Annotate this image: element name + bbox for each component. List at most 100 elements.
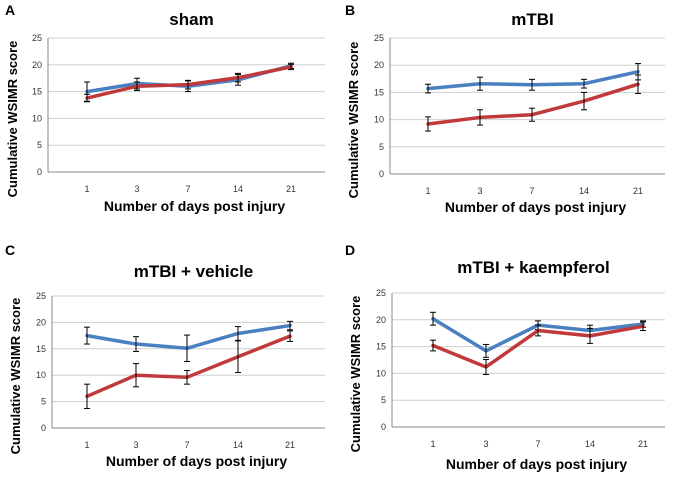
error-bar-blue [425, 83, 431, 94]
error-bar-red [640, 321, 646, 332]
x-tick-label: 1 [84, 184, 89, 194]
y-tick-label: 10 [374, 115, 384, 125]
series-line-blue [85, 323, 292, 351]
error-bar-red [287, 330, 293, 342]
error-bar-red [235, 340, 241, 374]
x-axis-label: Number of days post injury [106, 453, 287, 469]
error-bar-blue [235, 326, 241, 341]
error-bar-red [425, 116, 431, 132]
y-tick-label: 10 [376, 368, 386, 378]
x-tick-label: 3 [483, 439, 488, 449]
error-bar-red [134, 81, 140, 92]
error-bar-red [587, 327, 593, 344]
x-tick-label: 21 [286, 184, 296, 194]
x-axis-label: Number of days post injury [445, 199, 626, 215]
panel-label: A [5, 2, 15, 18]
x-tick-label: 7 [535, 439, 540, 449]
x-tick-label: 1 [84, 440, 89, 450]
error-bar-red [483, 358, 489, 375]
x-tick-label: 21 [633, 186, 643, 196]
y-tick-label: 15 [36, 344, 46, 354]
y-tick-label: 5 [379, 142, 384, 152]
y-tick-label: 20 [36, 317, 46, 327]
y-tick-label: 15 [374, 87, 384, 97]
series-line-red [85, 334, 292, 399]
error-bar-red [529, 107, 535, 122]
y-tick-label: 0 [381, 422, 386, 432]
y-tick-label: 10 [36, 370, 46, 380]
y-tick-label: 5 [37, 140, 42, 150]
y-tick-label: 20 [374, 60, 384, 70]
y-axis-label: Cumulative WSIMR score [8, 298, 23, 455]
x-tick-label: 7 [185, 184, 190, 194]
error-bar-red [288, 63, 294, 71]
x-tick-label: 1 [430, 439, 435, 449]
y-tick-label: 25 [376, 288, 386, 298]
chart-title: sham [169, 10, 213, 29]
y-tick-label: 5 [381, 395, 386, 405]
error-bar-blue [529, 78, 535, 91]
panel-label: C [5, 242, 15, 258]
x-axis-label: Number of days post injury [446, 456, 627, 472]
y-tick-label: 25 [36, 291, 46, 301]
x-axis-label: Number of days post injury [104, 198, 285, 214]
error-bar-red [477, 109, 483, 126]
chart-title: mTBI + vehicle [134, 262, 254, 281]
error-bar-blue [430, 311, 436, 326]
error-bar-blue [477, 76, 483, 91]
error-bar-red [430, 339, 436, 352]
y-tick-label: 20 [376, 315, 386, 325]
x-tick-label: 21 [285, 440, 295, 450]
error-bar-red [581, 91, 587, 111]
y-tick-label: 0 [379, 169, 384, 179]
chart-title: mTBI + kaempferol [457, 258, 610, 277]
error-bar-red [235, 72, 241, 83]
series-line-red [85, 65, 293, 100]
x-tick-label: 14 [233, 184, 243, 194]
x-tick-label: 14 [579, 186, 589, 196]
y-axis-label: Cumulative WSIMR score [348, 296, 363, 453]
y-axis-label: Cumulative WSIMR score [5, 41, 20, 198]
chart-title: mTBI [511, 10, 554, 29]
panel-label: B [345, 2, 355, 18]
error-bar-blue [581, 78, 587, 89]
error-bar-red [184, 369, 190, 385]
y-tick-label: 0 [41, 423, 46, 433]
y-tick-label: 5 [41, 397, 46, 407]
error-bar-blue [133, 336, 139, 352]
x-tick-label: 7 [184, 440, 189, 450]
error-bar-red [133, 363, 139, 388]
error-bar-red [635, 74, 641, 94]
y-axis-label: Cumulative WSIMR score [346, 42, 361, 199]
error-bar-red [185, 79, 191, 90]
x-tick-label: 14 [585, 439, 595, 449]
x-tick-label: 1 [425, 186, 430, 196]
y-tick-label: 25 [374, 33, 384, 43]
y-tick-label: 10 [32, 113, 42, 123]
error-bar-blue [84, 326, 90, 345]
x-tick-label: 21 [638, 439, 648, 449]
y-tick-label: 0 [37, 167, 42, 177]
x-tick-label: 7 [529, 186, 534, 196]
error-bar-blue [184, 334, 190, 362]
error-bar-red [84, 93, 90, 103]
y-tick-label: 15 [376, 342, 386, 352]
x-tick-label: 14 [233, 440, 243, 450]
y-tick-label: 25 [32, 33, 42, 43]
error-bar-blue [287, 320, 293, 331]
error-bar-red [84, 383, 90, 409]
x-tick-label: 3 [134, 184, 139, 194]
series-line-blue [426, 69, 640, 91]
error-bar-blue [483, 343, 489, 358]
error-bar-red [535, 324, 541, 337]
x-tick-label: 3 [477, 186, 482, 196]
panel-label: D [345, 242, 355, 258]
series-line-blue [85, 64, 293, 94]
